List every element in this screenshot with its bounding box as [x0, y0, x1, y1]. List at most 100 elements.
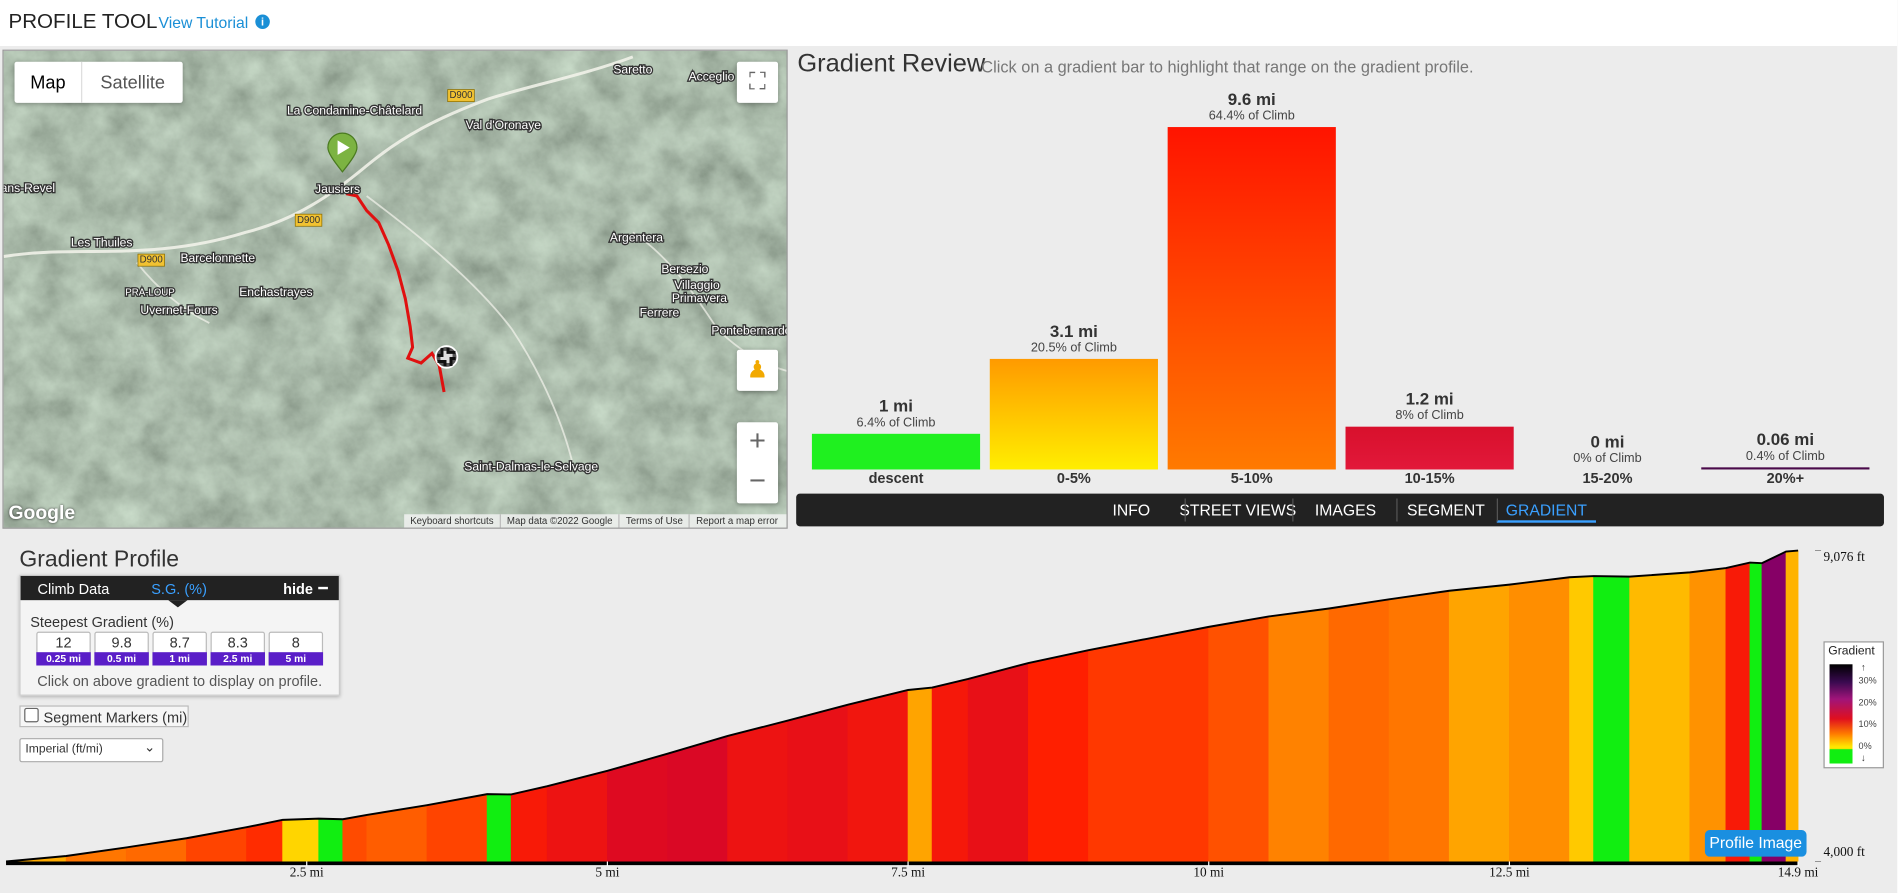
review-title: Gradient Review	[797, 49, 986, 78]
climb-hint: Click on above gradient to display on pr…	[37, 672, 323, 690]
climb-tab[interactable]: Climb Data	[37, 580, 110, 598]
category-label: 15-20%	[1582, 471, 1632, 487]
separator	[81, 61, 83, 103]
share-label: 0.4% of Climb	[1746, 449, 1825, 463]
map-terrain	[3, 50, 787, 528]
tutorial-link[interactable]: View Tutorial	[158, 13, 249, 32]
tab-separator	[1291, 498, 1293, 522]
y-tick-label: 9,076 ft	[1823, 549, 1865, 564]
x-tick-label: 14.9 mi	[1778, 865, 1819, 880]
place-label: Acceglio	[689, 70, 735, 84]
satellite-button[interactable]: Satellite	[100, 72, 166, 94]
tab-bar: INFO STREET VIEWS IMAGES SEGMENT GRADIENT	[796, 493, 1884, 527]
gradient-stripe	[486, 793, 512, 862]
steepest-value: 9.8	[111, 634, 132, 651]
gradient-stripe	[125, 837, 187, 862]
bar[interactable]	[811, 433, 981, 470]
map[interactable]: Saretto Acceglio D900 La Condamine-Châtelar…	[2, 49, 788, 529]
hide-button[interactable]: hide	[283, 580, 313, 598]
legend-tick-label: 10%	[1858, 718, 1877, 730]
bar[interactable]	[1701, 467, 1870, 470]
info-icon[interactable]: i	[255, 14, 270, 30]
tab-pointer	[168, 600, 188, 608]
gradient-stripe	[787, 704, 849, 862]
bar[interactable]	[989, 358, 1158, 470]
pegman-button[interactable]: ♟	[736, 349, 779, 391]
map-type-control	[14, 61, 183, 103]
share-label: 6.4% of Climb	[857, 415, 936, 429]
map-footer-link[interactable]: Keyboard shortcuts	[410, 515, 494, 527]
gradient-stripe	[667, 735, 729, 862]
gradient-legend: Gradient 30% 20% 10% 0% ↑ ↓	[1823, 641, 1884, 769]
x-tick-label: 7.5 mi	[891, 865, 925, 880]
gradient-stripe	[1448, 584, 1510, 862]
tab[interactable]: SEGMENT	[1407, 500, 1485, 520]
map-button[interactable]: Map	[30, 72, 66, 94]
start-icon	[337, 140, 350, 155]
active-tab-underline	[1496, 520, 1596, 523]
gradient-stripe	[967, 662, 1029, 862]
place-label: Jausiers	[315, 182, 360, 196]
category-label: 20%+	[1767, 471, 1805, 487]
tab-separator	[1496, 498, 1498, 522]
climb-panel: Climb Data S.G. (%) hide Steepest Gradie…	[19, 574, 341, 696]
place-label: Uvernet-Fours	[140, 303, 217, 317]
header-bar	[0, 0, 1898, 46]
map-footer-link[interactable]: Report a map error	[688, 514, 784, 528]
gradient-stripe	[1027, 649, 1089, 862]
bar[interactable]	[1167, 127, 1336, 470]
climb-panel-header	[20, 575, 339, 601]
place-label: Saretto	[613, 62, 652, 76]
finish-icon	[437, 347, 456, 367]
share-label: 0% of Climb	[1573, 451, 1641, 465]
road-shield	[294, 213, 323, 227]
legend-tick-label: 0%	[1858, 740, 1872, 752]
x-tick-label: 12.5 mi	[1489, 865, 1530, 880]
tab[interactable]: GRADIENT	[1505, 500, 1588, 520]
map-footer-link[interactable]: Map data ©2022 Google	[499, 514, 619, 528]
place-label: Argentera	[610, 231, 663, 245]
steepest-value: 8.3	[227, 634, 248, 651]
tab-separator	[1184, 498, 1186, 522]
segment-markers-checkbox[interactable]	[24, 707, 39, 723]
bar[interactable]	[1345, 426, 1514, 470]
zoom-out[interactable]: −	[748, 464, 766, 498]
tab-separator	[1395, 498, 1397, 522]
gradient-stripe	[1148, 626, 1210, 862]
map-footer-link[interactable]: Terms of Use	[618, 514, 689, 528]
value-label: 0.06 mi	[1757, 430, 1814, 449]
start-marker[interactable]	[327, 132, 358, 173]
map-canvas[interactable]: Saretto Acceglio D900 La Condamine-Châtelar…	[3, 50, 788, 529]
x-tick-label: 5 mi	[595, 865, 619, 880]
climb-tab[interactable]: S.G. (%)	[151, 580, 207, 598]
place-label: Enchastrayes	[239, 285, 312, 299]
zoom-in[interactable]: +	[748, 424, 766, 458]
category-label: 0-5%	[1057, 471, 1091, 487]
profile-image-button[interactable]: Profile Image	[1704, 830, 1807, 857]
tab[interactable]: STREET VIEWS	[1179, 500, 1297, 520]
map-footer: Keyboard shortcuts Map data ©2022 Google T…	[404, 514, 787, 528]
google-logo: Google	[8, 503, 76, 524]
tab[interactable]: IMAGES	[1314, 500, 1377, 520]
value-label: 1 mi	[879, 397, 913, 416]
legend-tick-label: 20%	[1858, 696, 1877, 708]
map-road	[3, 55, 634, 259]
steepest-value: 8.7	[169, 634, 190, 651]
steepest-distance: 2.5 mi	[210, 652, 265, 666]
gradient-stripe	[931, 678, 969, 862]
select-arrow: ⌄	[143, 740, 156, 756]
fullscreen-button[interactable]: ⛶	[736, 61, 779, 103]
gradient-stripe	[1268, 608, 1330, 862]
gradient-stripe	[510, 785, 548, 862]
tab[interactable]: INFO	[1112, 500, 1151, 520]
road-label: D900	[140, 255, 163, 266]
gradient-stripe	[907, 687, 933, 862]
units-select[interactable]	[19, 738, 164, 763]
gradient-stripe	[607, 753, 668, 862]
steepest-distance: 0.5 mi	[94, 652, 149, 666]
gradient-stripe	[342, 814, 368, 862]
route	[345, 192, 446, 393]
gradient-stripe	[1208, 616, 1270, 862]
